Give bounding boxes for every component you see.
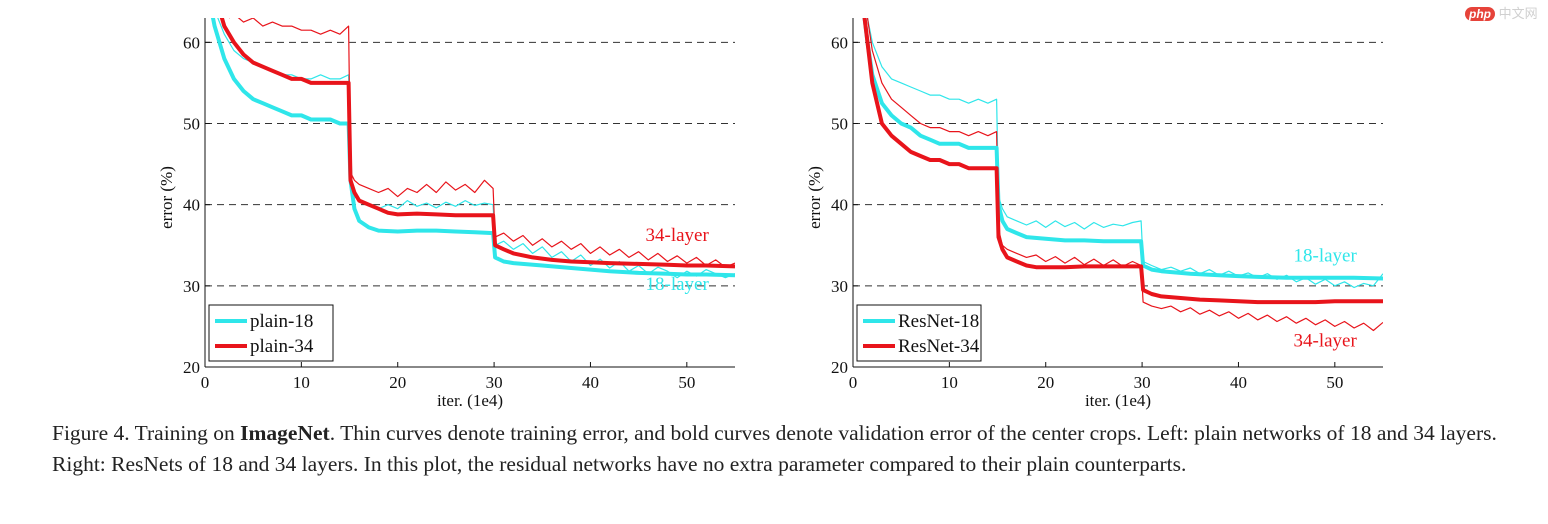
watermark-text: 中文网 [1498, 6, 1538, 21]
annotation-34-layer-red: 34-layer [646, 225, 710, 246]
series-line-plain-34-train [229, 18, 735, 268]
legend: ResNet-18 ResNet-34 [856, 304, 982, 362]
x-tick-label-0: 0 [201, 373, 210, 392]
annotation-18-layer-cyan: 18-layer [1294, 245, 1358, 266]
chart-left: 0 10 20 30 40 50 20 30 40 50 60 iter. (1e4) error (%… [157, 18, 735, 410]
legend-label-resnet-34: ResNet-34 [898, 336, 980, 357]
x-tick-label-20: 20 [1037, 373, 1054, 392]
y-tick-label-20: 20 [831, 358, 848, 377]
y-tick-label-40: 40 [183, 196, 200, 215]
x-axis-label: iter. (1e4) [437, 391, 503, 410]
y-axis-label: error (%) [805, 166, 824, 229]
legend-label-resnet-18: ResNet-18 [898, 311, 979, 332]
y-tick-label-40: 40 [831, 196, 848, 215]
x-tick-label-10: 10 [941, 373, 958, 392]
x-tick-label-40: 40 [1230, 373, 1247, 392]
caption-prefix: Figure 4. Training on [52, 421, 241, 445]
caption-rest: . Thin curves denote training error, and… [52, 421, 1497, 476]
series-line-resnet-34-train [866, 18, 1383, 332]
legend-label-plain-34: plain-34 [250, 336, 314, 357]
x-axis-label: iter. (1e4) [1085, 391, 1151, 410]
figure-caption: Figure 4. Training on ImageNet. Thin cur… [52, 418, 1512, 480]
y-tick-label-50: 50 [183, 115, 200, 134]
legend-box [856, 304, 982, 362]
chart-right: 0 10 20 30 40 50 20 30 40 50 60 iter. (1e4) error (%… [805, 18, 1383, 410]
x-tick-label-50: 50 [1326, 373, 1343, 392]
x-tick-label-0: 0 [849, 373, 858, 392]
x-tick-label-40: 40 [582, 373, 599, 392]
x-tick-label-20: 20 [389, 373, 406, 392]
legend: plain-18 plain-34 [208, 304, 334, 362]
y-tick-label-30: 30 [831, 277, 848, 296]
annotation-34-layer-red: 34-layer [1294, 331, 1358, 352]
watermark: php 中文网 [1465, 3, 1538, 22]
y-tick-label-50: 50 [831, 115, 848, 134]
x-tick-label-30: 30 [486, 373, 503, 392]
y-tick-label-30: 30 [183, 277, 200, 296]
watermark-badge: php [1465, 7, 1495, 21]
x-tick-label-30: 30 [1134, 373, 1151, 392]
x-tick-label-10: 10 [293, 373, 310, 392]
caption-bold: ImageNet [240, 421, 330, 445]
y-tick-label-60: 60 [831, 33, 848, 52]
legend-box [208, 304, 334, 362]
series-line-plain-34 [219, 18, 735, 269]
y-axis-label: error (%) [157, 166, 176, 229]
series-line-plain-18 [210, 18, 735, 278]
series-line-resnet-18 [862, 18, 1383, 281]
annotation-18-layer-cyan: 18-layer [646, 274, 710, 295]
x-tick-label-50: 50 [678, 373, 695, 392]
figure-canvas: 0 10 20 30 40 50 20 30 40 50 60 iter. (1e4) error (%… [157, 18, 1383, 410]
y-tick-label-20: 20 [183, 358, 200, 377]
legend-label-plain-18: plain-18 [250, 311, 313, 332]
y-tick-label-60: 60 [183, 33, 200, 52]
series-line-resnet-34 [862, 18, 1383, 305]
